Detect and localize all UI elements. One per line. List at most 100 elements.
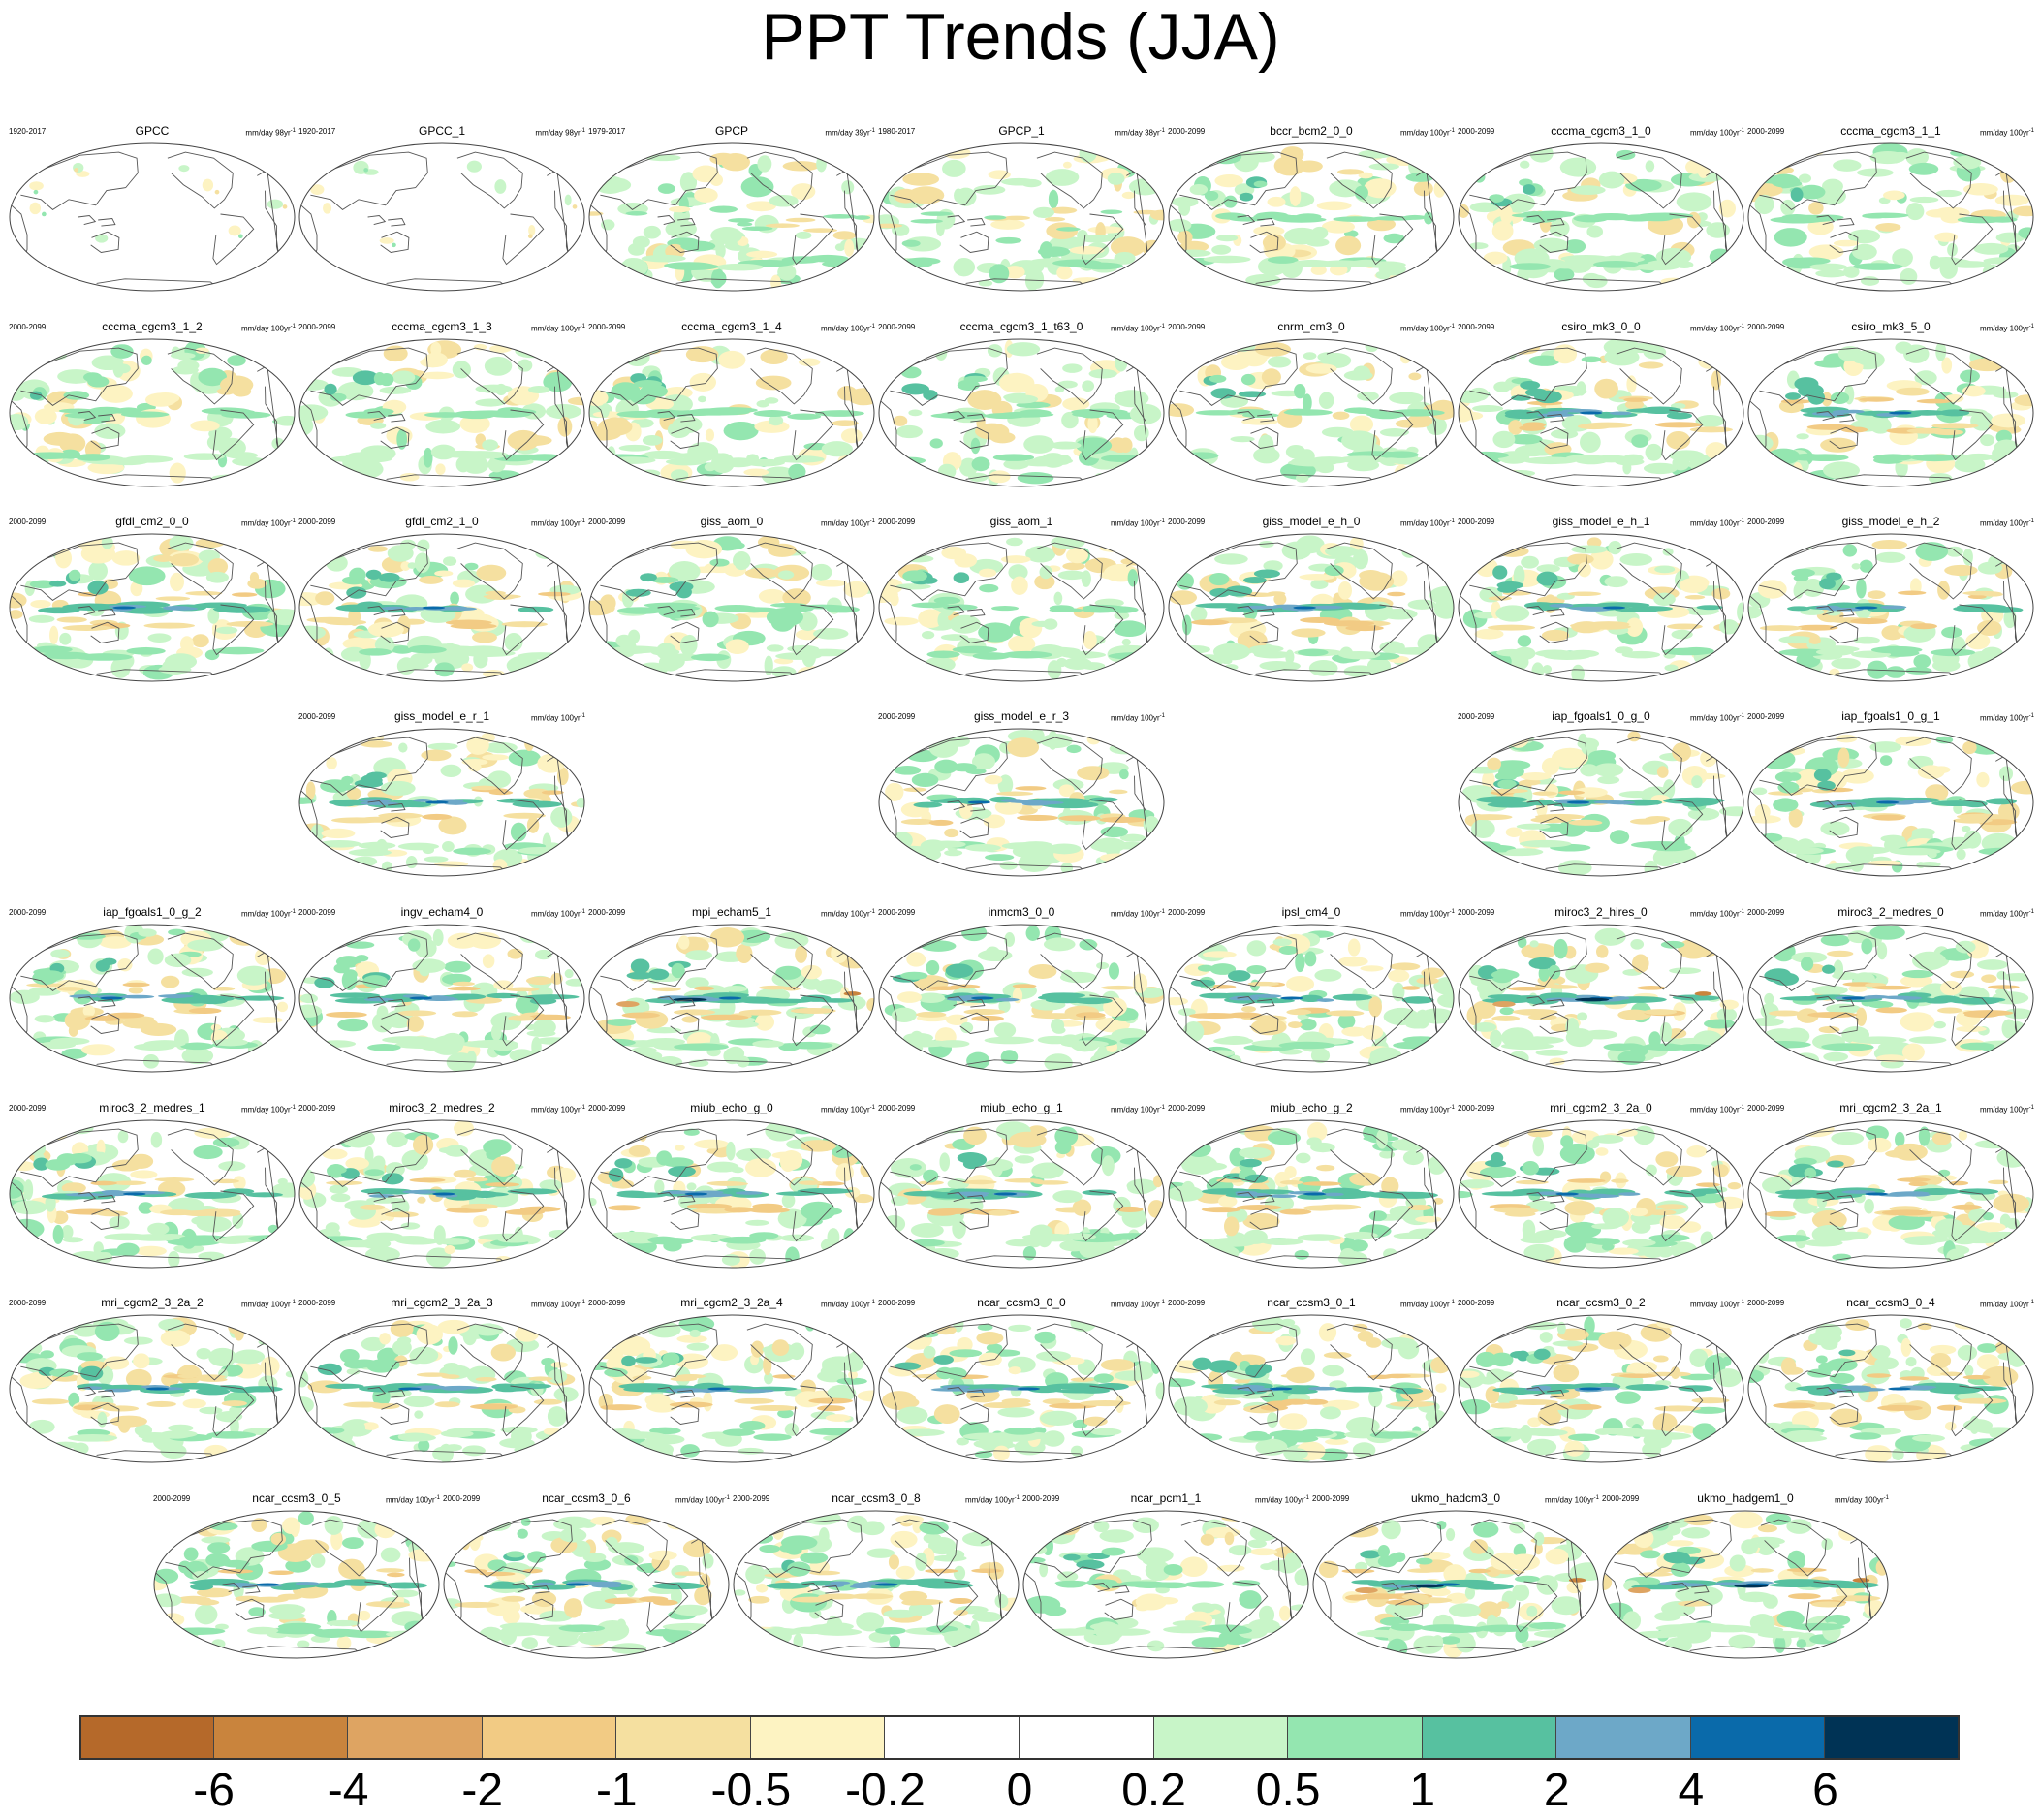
coastline <box>78 1192 97 1203</box>
precip-contour <box>214 189 220 195</box>
coastline <box>1469 151 1587 210</box>
precip-contour <box>460 1203 498 1209</box>
panel-units-exponent: -1 <box>580 324 585 329</box>
precip-contour <box>1344 1231 1378 1239</box>
precip-contour <box>1100 985 1137 990</box>
precip-contour <box>1214 553 1248 565</box>
precip-contour <box>1364 261 1406 268</box>
map-panel: cccma_cgcm3_1_1 2000-2099 mm/day 100yr-1 <box>1745 124 2036 292</box>
precip-contour <box>299 592 325 607</box>
precip-contour <box>227 1353 264 1364</box>
precip-contour <box>1273 592 1287 606</box>
precip-contour <box>725 1020 759 1028</box>
precip-contour <box>1832 972 1861 980</box>
map-border <box>9 924 296 1073</box>
precip-contour <box>345 411 388 419</box>
precip-contour <box>537 753 565 773</box>
precip-contour <box>750 1404 798 1412</box>
precip-contour <box>815 979 844 995</box>
coastline <box>1816 411 1836 422</box>
precip-contour <box>1261 368 1281 386</box>
precip-contour <box>543 371 573 392</box>
precip-contour <box>1058 815 1101 822</box>
precip-contour <box>52 1224 64 1244</box>
panel-units-text: mm/day 100yr <box>1110 713 1160 723</box>
precip-contour <box>1121 638 1131 646</box>
precip-contour <box>327 1165 347 1175</box>
precip-contour <box>745 1219 769 1226</box>
precip-contour <box>1961 825 1971 832</box>
precip-contour <box>1343 370 1373 381</box>
precip-contour <box>1100 455 1142 462</box>
precip-contour <box>644 411 676 419</box>
coastline <box>388 803 406 812</box>
panel-units: mm/day 100yr-1 <box>1400 517 1455 529</box>
precip-contour <box>1303 352 1317 361</box>
precip-contour <box>901 1036 932 1044</box>
precip-contour <box>1227 1012 1263 1019</box>
precip-contour <box>500 1426 538 1434</box>
panel-units: mm/day 98yr-1 <box>245 126 296 139</box>
precip-contour <box>1220 354 1251 370</box>
precip-contour <box>1108 652 1160 660</box>
panel-units: mm/day 100yr-1 <box>1111 517 1165 529</box>
coastline <box>959 1012 989 1034</box>
precip-contour <box>1414 1009 1430 1029</box>
precip-contour <box>1127 1181 1153 1195</box>
coastline <box>1460 400 1477 451</box>
precip-contour <box>485 1182 520 1187</box>
precip-contour <box>464 562 479 571</box>
map-border <box>588 1314 875 1463</box>
panel-title: iap_fgoals1_0_g_2 <box>103 905 202 919</box>
precip-contour <box>1056 227 1081 232</box>
precip-contour <box>33 645 73 654</box>
map-plot <box>1458 924 1744 1073</box>
precip-contour <box>1581 356 1602 363</box>
precip-contour <box>538 591 571 597</box>
precip-contour <box>1824 863 1860 870</box>
precip-contour <box>1291 628 1326 638</box>
precip-contour <box>160 975 180 988</box>
precip-contour <box>1044 217 1066 222</box>
precip-contour <box>12 1200 47 1215</box>
precip-contour <box>482 954 495 969</box>
precip-contour <box>1671 629 1693 640</box>
precip-contour <box>726 1141 736 1161</box>
precip-contour <box>1925 784 1949 801</box>
coastline <box>78 411 97 422</box>
precip-contour <box>1655 1151 1679 1168</box>
precip-contour <box>1512 1008 1558 1016</box>
precip-contour <box>466 1051 477 1066</box>
precip-contour <box>508 749 541 767</box>
coastline <box>1951 213 1994 266</box>
precip-contour <box>1155 1382 1164 1400</box>
panel-period: 2000-2099 <box>1168 908 1206 917</box>
map-plot <box>298 142 585 292</box>
precip-contour <box>1302 1181 1342 1186</box>
panel-period: 2000-2099 <box>298 908 336 917</box>
precip-contour <box>1506 469 1536 477</box>
precip-contour <box>107 1012 145 1019</box>
coastline <box>1469 1128 1587 1187</box>
coastline <box>1036 1128 1103 1186</box>
panel-units-text: mm/day 100yr <box>1399 1105 1450 1114</box>
precip-contour <box>1911 828 1935 837</box>
panel-units: mm/day 100yr-1 <box>1690 1103 1744 1115</box>
map-panel: mri_cgcm2_3_2a_4 2000-2099 mm/day 100yr-1 <box>586 1296 877 1463</box>
precip-contour <box>651 987 681 992</box>
panel-title: giss_aom_0 <box>700 515 764 528</box>
precip-contour <box>1253 226 1285 236</box>
precip-contour <box>1994 194 2029 206</box>
precip-contour <box>1390 570 1408 587</box>
precip-contour <box>1497 779 1517 790</box>
precip-contour <box>1169 590 1198 605</box>
precip-contour <box>1608 1247 1639 1255</box>
coastline <box>78 1387 97 1397</box>
precip-contour <box>1011 576 1028 595</box>
precip-contour <box>1848 985 1868 992</box>
precip-contour <box>1833 159 1862 172</box>
precip-contour <box>1748 815 1781 824</box>
precip-contour <box>95 1210 129 1217</box>
precip-contour <box>197 1208 241 1215</box>
precip-contour <box>891 1158 926 1178</box>
